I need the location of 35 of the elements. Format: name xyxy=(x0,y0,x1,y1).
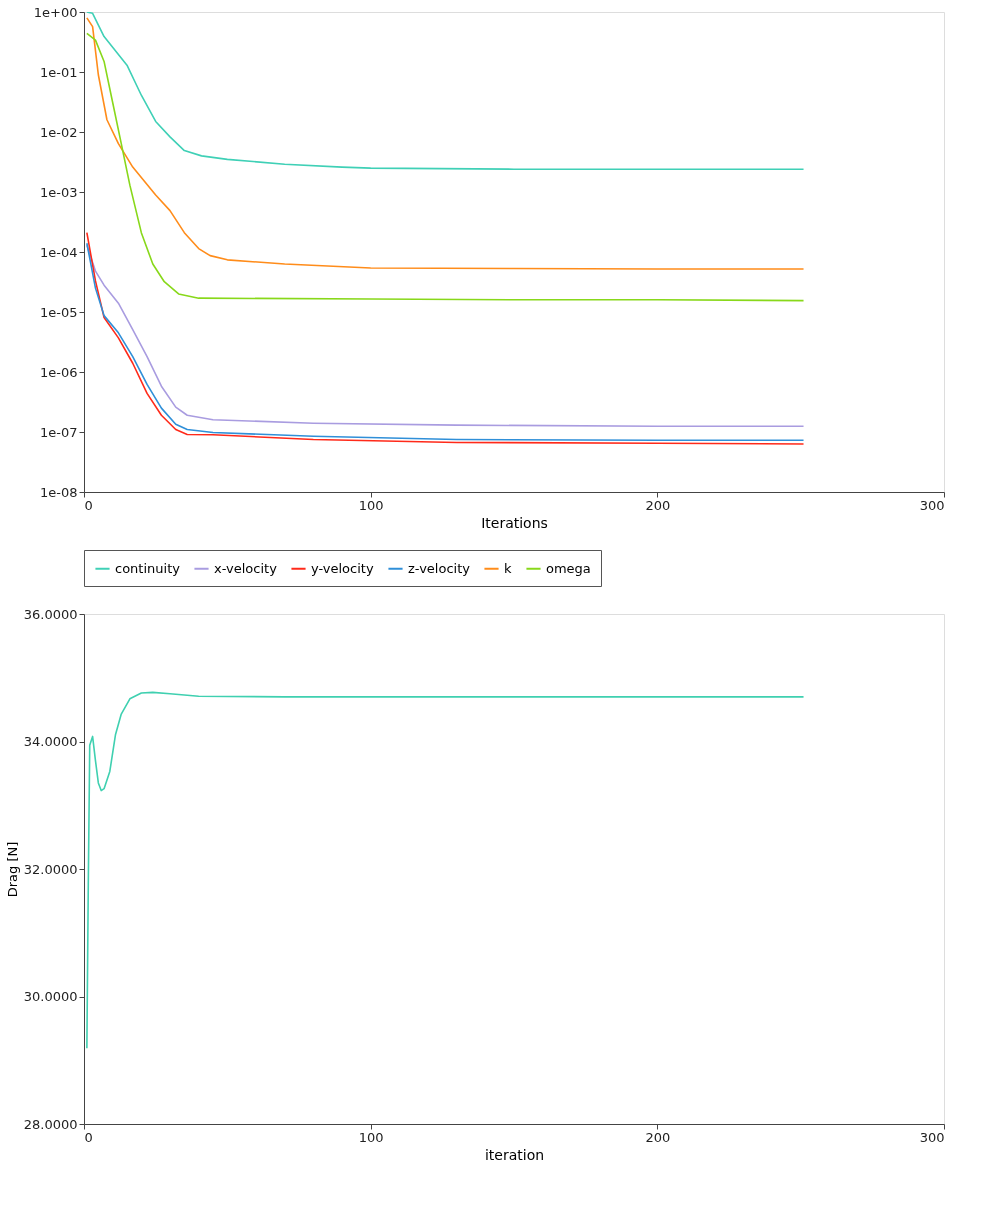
y-axis-title: Drag [N] xyxy=(4,841,20,898)
y-tick-label: 32.0000 xyxy=(23,861,78,877)
x-tick-label: 200 xyxy=(645,497,671,513)
x-tick-label: 100 xyxy=(358,497,384,513)
legend-label: x-velocity xyxy=(214,560,278,576)
y-tick-label: 1e-03 xyxy=(39,184,78,200)
y-tick-label: 1e-05 xyxy=(39,304,78,320)
y-tick-label: 34.0000 xyxy=(23,734,78,749)
x-tick-label: 100 xyxy=(358,1129,384,1145)
legend-label: k xyxy=(504,560,512,576)
x-tick-label: 200 xyxy=(645,1129,671,1145)
line-series xyxy=(86,691,805,1049)
y-tick-label: 1e-02 xyxy=(39,124,78,140)
x-tick-label: 0 xyxy=(84,497,93,513)
y-tick-label: 30.0000 xyxy=(23,989,78,1004)
legend-label: omega xyxy=(546,560,591,576)
legend-label: y-velocity xyxy=(311,560,374,576)
x-tick-label: 0 xyxy=(84,1129,93,1145)
x-tick-label: 300 xyxy=(919,1129,945,1145)
x-axis-title: Iterations xyxy=(481,514,548,531)
y-tick-label: 1e-04 xyxy=(39,244,78,260)
line-series xyxy=(86,32,805,302)
y-tick-label: 1e-07 xyxy=(39,424,78,440)
y-tick-label: 1e+00 xyxy=(33,4,78,20)
legend-label: z-velocity xyxy=(408,560,471,576)
legend-label: continuity xyxy=(115,560,181,576)
y-tick-label: 1e-06 xyxy=(39,364,78,380)
y-tick-label: 1e-08 xyxy=(39,484,78,500)
x-tick-label: 300 xyxy=(919,497,945,513)
y-tick-label: 1e-01 xyxy=(39,64,78,80)
line-series xyxy=(86,17,805,270)
y-tick-label: 36.0000 xyxy=(23,606,78,622)
y-tick-label: 28.0000 xyxy=(23,1116,78,1132)
x-axis-title: iteration xyxy=(484,1146,545,1163)
line-series xyxy=(86,12,805,170)
